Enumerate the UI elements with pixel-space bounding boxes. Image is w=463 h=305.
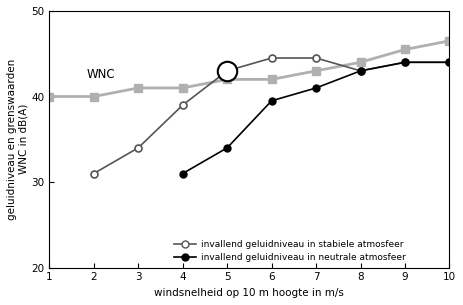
X-axis label: windsnelheid op 10 m hoogte in m/s: windsnelheid op 10 m hoogte in m/s <box>155 288 344 298</box>
Legend: invallend geluidniveau in stabiele atmosfeer, invallend geluidniveau in neutrale: invallend geluidniveau in stabiele atmos… <box>170 236 409 266</box>
Y-axis label: geluidniveau en grenswaarden
WNC in dB(A): geluidniveau en grenswaarden WNC in dB(A… <box>7 59 29 220</box>
Text: WNC: WNC <box>87 68 116 81</box>
